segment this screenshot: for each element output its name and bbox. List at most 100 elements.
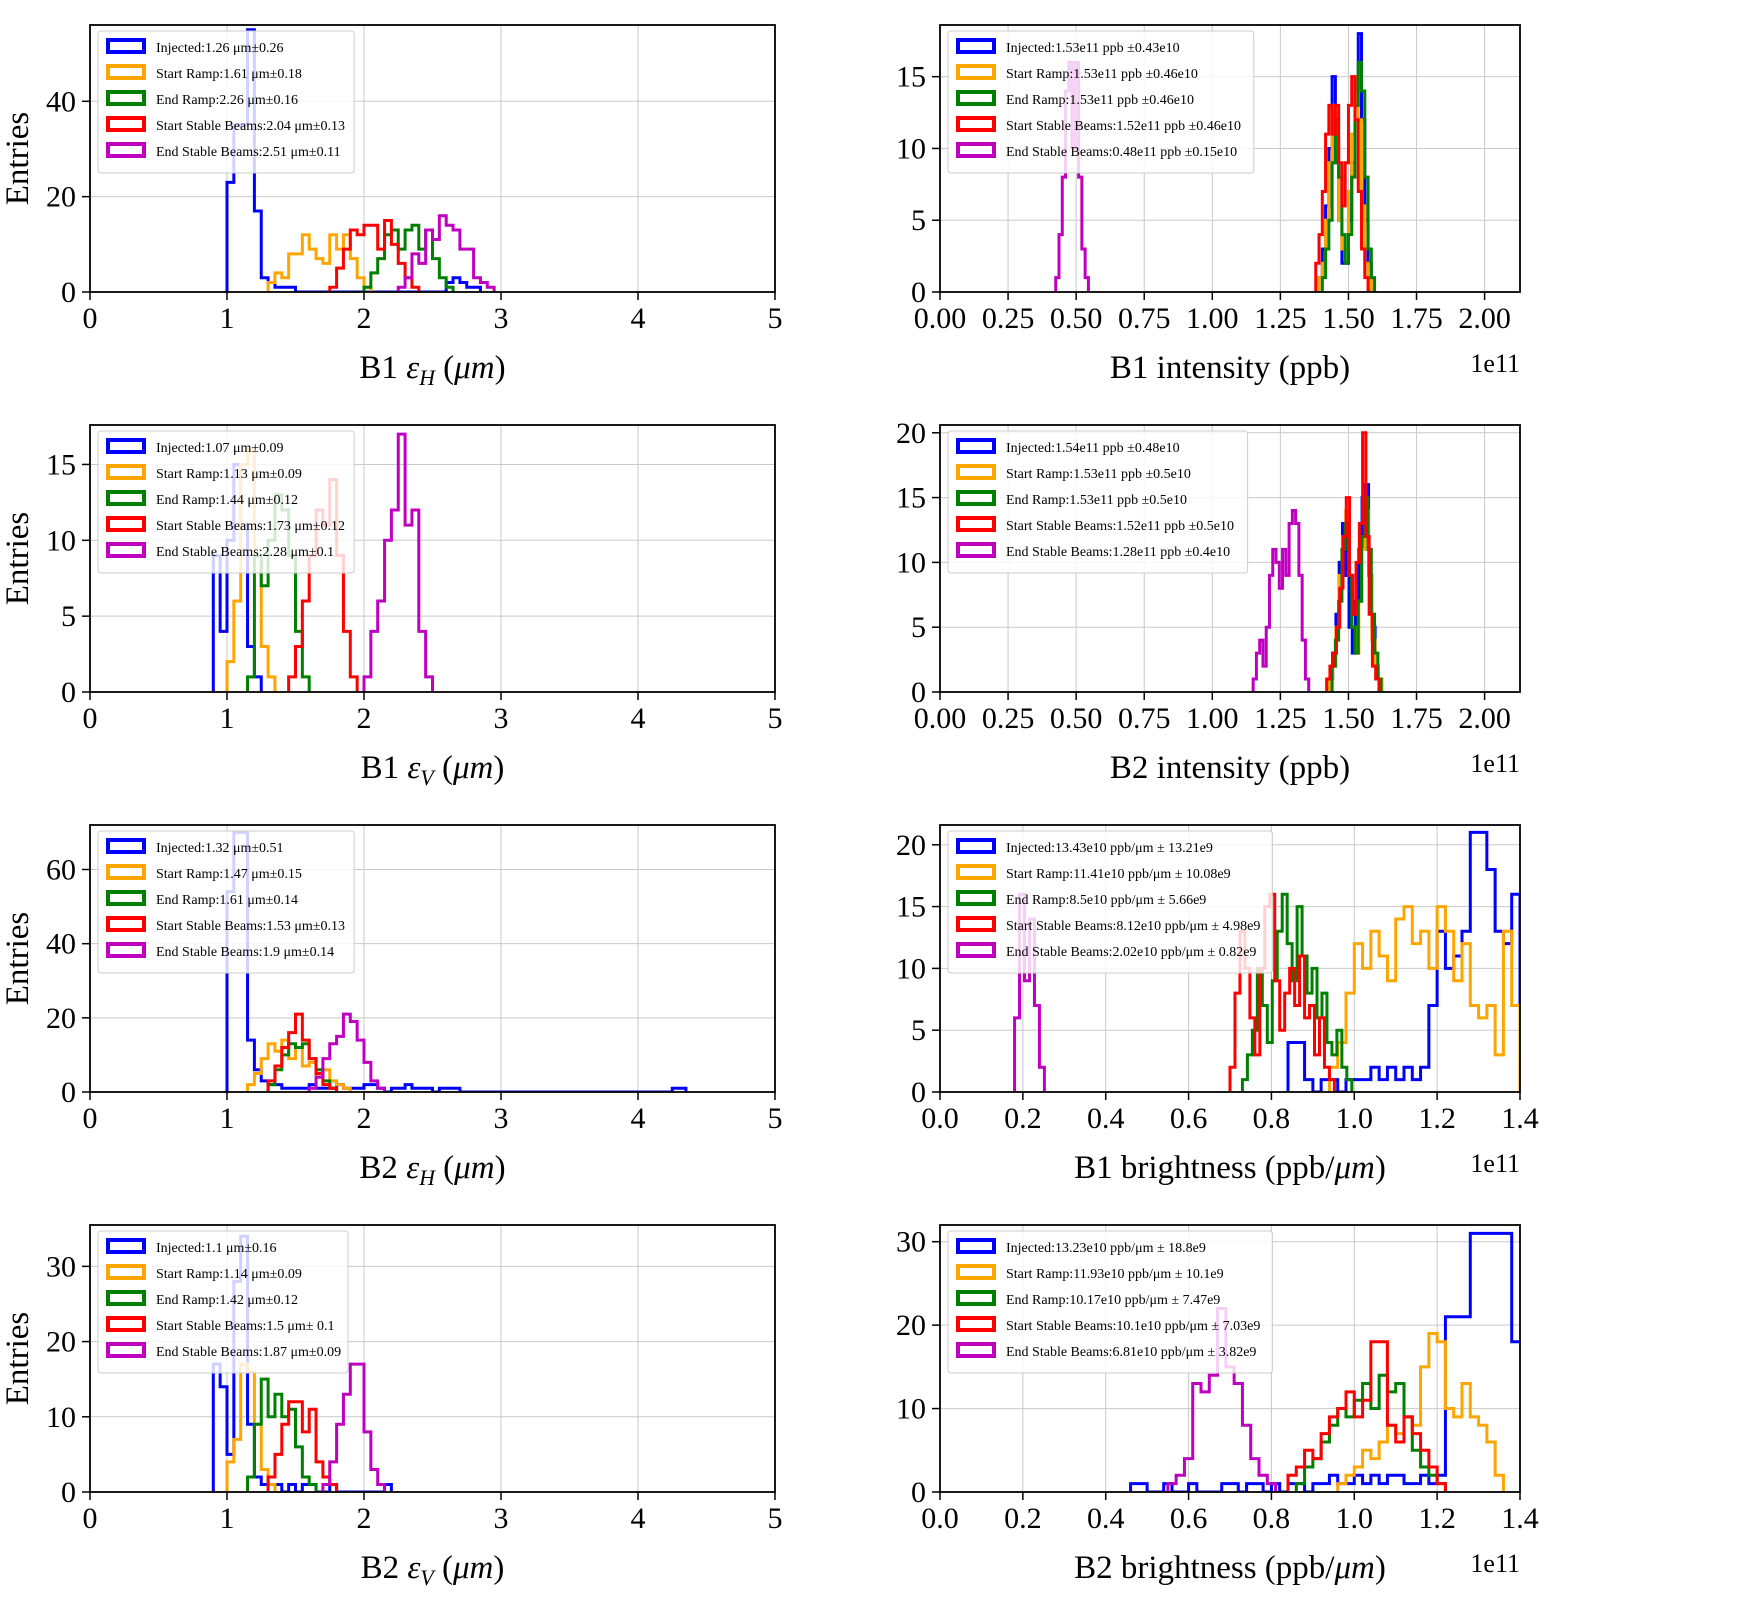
legend-label-end-ramp: End Ramp:10.17e10 ppb/μm ± 7.47e9 <box>1006 1293 1220 1308</box>
histogram-end-stable-beams <box>362 432 434 692</box>
y-axis-label: Entries <box>0 912 36 1005</box>
y-tick-label: 10 <box>46 524 76 557</box>
y-axis: 0 20 40 <box>46 85 90 309</box>
x-tick-label: 3 <box>494 702 509 735</box>
x-tick-label: 5 <box>768 702 783 735</box>
legend-swatch-start-ramp <box>106 864 146 880</box>
x-tick-label: 2.00 <box>1458 302 1511 335</box>
legend-label-end-stable-beams: End Stable Beams:0.48e11 ppb ±0.15e10 <box>1006 145 1237 160</box>
legend-label-start-stable-beams: Start Stable Beams:1.52e11 ppb ±0.46e10 <box>1006 119 1241 134</box>
plot-frame <box>939 824 1521 1093</box>
legend-label-start-ramp: Start Ramp:11.93e10 ppb/μm ± 10.1e9 <box>1006 1267 1224 1282</box>
histogram-end-ramp <box>266 1042 339 1092</box>
x-axis-label: B1 brightness (ppb/μm) <box>1074 1150 1386 1186</box>
axis-offset-text: 1e11 <box>1470 349 1520 378</box>
legend-label-end-stable-beams: End Stable Beams:2.28 μm±0.1 <box>156 545 334 560</box>
x-tick-label: 0.00 <box>914 702 967 735</box>
legend-label-start-ramp: Start Ramp:1.47 μm±0.15 <box>156 867 302 882</box>
plot-cell-b2-brightness: 0.0 0.2 0.4 0.6 0.8 1.0 1.2 1.4 0 10 20 30 B2 bright… <box>880 1200 1760 1600</box>
y-axis-label: Entries <box>0 112 36 205</box>
axis-offset-text: 1e11 <box>1470 1549 1520 1578</box>
legend-label-end-stable-beams: End Stable Beams:2.51 μm±0.11 <box>156 145 341 160</box>
y-tick-label: 5 <box>911 611 926 644</box>
y-tick-label: 0 <box>911 1076 926 1109</box>
legend-label-end-ramp: End Ramp:8.5e10 ppb/μm ± 5.66e9 <box>1006 893 1206 908</box>
legend-box <box>97 830 355 974</box>
histogram-end-stable-beams <box>396 214 496 292</box>
x-tick-label: 1.25 <box>1254 702 1307 735</box>
x-axis: 0 1 2 3 4 5 <box>83 292 783 335</box>
x-tick-label: 1.25 <box>1254 302 1307 335</box>
chart-b2-intensity: 0.00 0.25 0.50 0.75 1.00 1.25 1.50 1.75 2.00 0 5 10… <box>896 417 1521 786</box>
x-tick-label: 0.6 <box>1170 1502 1208 1535</box>
legend-label-start-ramp: Start Ramp:1.53e11 ppb ±0.46e10 <box>1006 67 1198 82</box>
x-axis-label: B2 brightness (ppb/μm) <box>1074 1550 1386 1586</box>
histogram-end-stable-beams <box>1251 509 1311 692</box>
x-tick-label: 1 <box>220 1502 235 1535</box>
y-tick-label: 0 <box>911 1476 926 1509</box>
x-axis: 0.0 0.2 0.4 0.6 0.8 1.0 1.2 1.4 <box>921 1092 1539 1135</box>
legend-label-start-stable-beams: Start Stable Beams:1.53 μm±0.13 <box>156 919 345 934</box>
legend-label-injected: Injected:1.53e11 ppb ±0.43e10 <box>1006 41 1180 56</box>
y-tick-label: 40 <box>46 928 76 961</box>
plot-frame <box>89 1224 776 1493</box>
axis-offset-text: 1e11 <box>1470 749 1520 778</box>
x-tick-label: 4 <box>631 702 646 735</box>
x-tick-label: 2 <box>357 702 372 735</box>
histogram-injected <box>225 28 482 292</box>
legend-swatch-start-stable-beams <box>956 116 996 132</box>
legend-box <box>97 1230 349 1374</box>
legend-swatch-end-stable-beams <box>956 1342 996 1358</box>
y-axis: 0 5 10 15 <box>46 448 90 709</box>
legend-swatch-start-stable-beams <box>106 916 146 932</box>
legend-label-end-ramp: End Ramp:1.42 μm±0.12 <box>156 1293 298 1308</box>
y-axis: 0 5 10 15 20 <box>896 829 940 1109</box>
x-tick-label: 1.0 <box>1336 1102 1374 1135</box>
x-tick-label: 0.00 <box>914 302 967 335</box>
x-tick-label: 3 <box>494 1502 509 1535</box>
y-tick-label: 15 <box>896 482 926 515</box>
legend: Injected:1.54e11 ppb ±0.48e10 Start Ramp:… <box>947 430 1249 574</box>
x-axis: 0.00 0.25 0.50 0.75 1.00 1.25 1.50 1.75 2.00 <box>914 292 1511 335</box>
y-axis: 0 20 40 60 <box>46 854 90 1109</box>
legend-swatch-injected <box>106 438 146 454</box>
histogram-end-stable-beams <box>307 1012 387 1092</box>
histogram-start-stable-beams <box>1286 1340 1447 1492</box>
x-tick-label: 0.25 <box>982 702 1034 735</box>
legend-swatch-start-ramp <box>956 864 996 880</box>
legend-box <box>947 30 1255 174</box>
legend-label-start-stable-beams: Start Stable Beams:1.5 μm± 0.1 <box>156 1319 335 1334</box>
legend-swatch-injected <box>106 38 146 54</box>
x-tick-label: 0.50 <box>1050 302 1103 335</box>
y-tick-label: 30 <box>46 1250 76 1283</box>
chart-b1-emittance-v: 0 1 2 3 4 5 0 5 10 15 B1 εV (μm) Entries Injected:1.… <box>0 424 783 790</box>
plot-cell-b1-brightness: 0.0 0.2 0.4 0.6 0.8 1.0 1.2 1.4 0 5 10 15 20 B1 brigh… <box>880 800 1760 1200</box>
x-axis-label: B1 εV (μm) <box>361 750 505 790</box>
y-tick-label: 10 <box>896 546 926 579</box>
y-tick-label: 10 <box>896 952 926 985</box>
y-tick-label: 5 <box>911 1014 926 1047</box>
x-tick-label: 1.50 <box>1322 702 1375 735</box>
chart-b1-emittance-h: 0 1 2 3 4 5 0 20 40 B1 εH (μm) Entries Injected:1.2… <box>0 24 783 390</box>
y-tick-label: 20 <box>896 829 926 862</box>
y-tick-label: 20 <box>46 1002 76 1035</box>
y-tick-label: 5 <box>911 204 926 237</box>
y-tick-label: 0 <box>61 276 76 309</box>
y-axis-label: Entries <box>0 512 36 605</box>
legend-swatch-end-stable-beams <box>956 942 996 958</box>
legend-swatch-injected <box>956 838 996 854</box>
plot-cell-b2-emittance-v: 0 1 2 3 4 5 0 10 20 30 B2 εV (μm) Entries Injected:1… <box>0 1200 880 1600</box>
chart-b2-emittance-v: 0 1 2 3 4 5 0 10 20 30 B2 εV (μm) Entries Injected:1… <box>0 1224 783 1590</box>
x-axis-label: B1 εH (μm) <box>359 350 505 390</box>
y-axis: 0 10 20 30 <box>896 1226 940 1509</box>
legend-swatch-end-ramp <box>956 890 996 906</box>
legend-swatch-end-stable-beams <box>106 1342 146 1358</box>
x-tick-label: 2.00 <box>1458 702 1511 735</box>
y-tick-label: 10 <box>896 1393 926 1426</box>
histogram-start-ramp <box>1336 1331 1505 1492</box>
histogram-end-stable-beams <box>321 1362 387 1492</box>
legend: Injected:1.26 μm±0.26 Start Ramp:1.61 μm±… <box>97 30 355 174</box>
plot-frame <box>939 424 1521 693</box>
legend-swatch-injected <box>106 838 146 854</box>
